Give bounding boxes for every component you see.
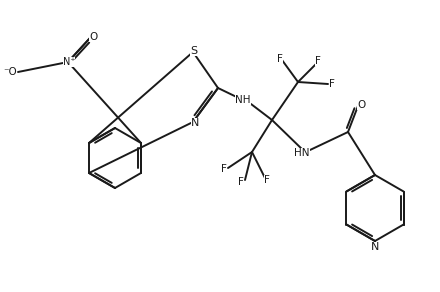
Text: F: F	[315, 56, 321, 66]
Text: O: O	[357, 100, 365, 110]
Text: NH: NH	[235, 95, 251, 105]
Text: F: F	[277, 54, 283, 64]
Text: O: O	[89, 32, 97, 42]
Text: N⁺: N⁺	[62, 57, 75, 67]
Text: F: F	[329, 79, 335, 89]
Text: N: N	[191, 118, 199, 128]
Text: F: F	[221, 164, 227, 174]
Text: F: F	[238, 177, 244, 187]
Text: HN: HN	[294, 148, 310, 158]
Text: F: F	[264, 175, 270, 185]
Text: N: N	[371, 242, 379, 252]
Text: ⁻O: ⁻O	[3, 67, 17, 77]
Text: S: S	[191, 46, 198, 56]
